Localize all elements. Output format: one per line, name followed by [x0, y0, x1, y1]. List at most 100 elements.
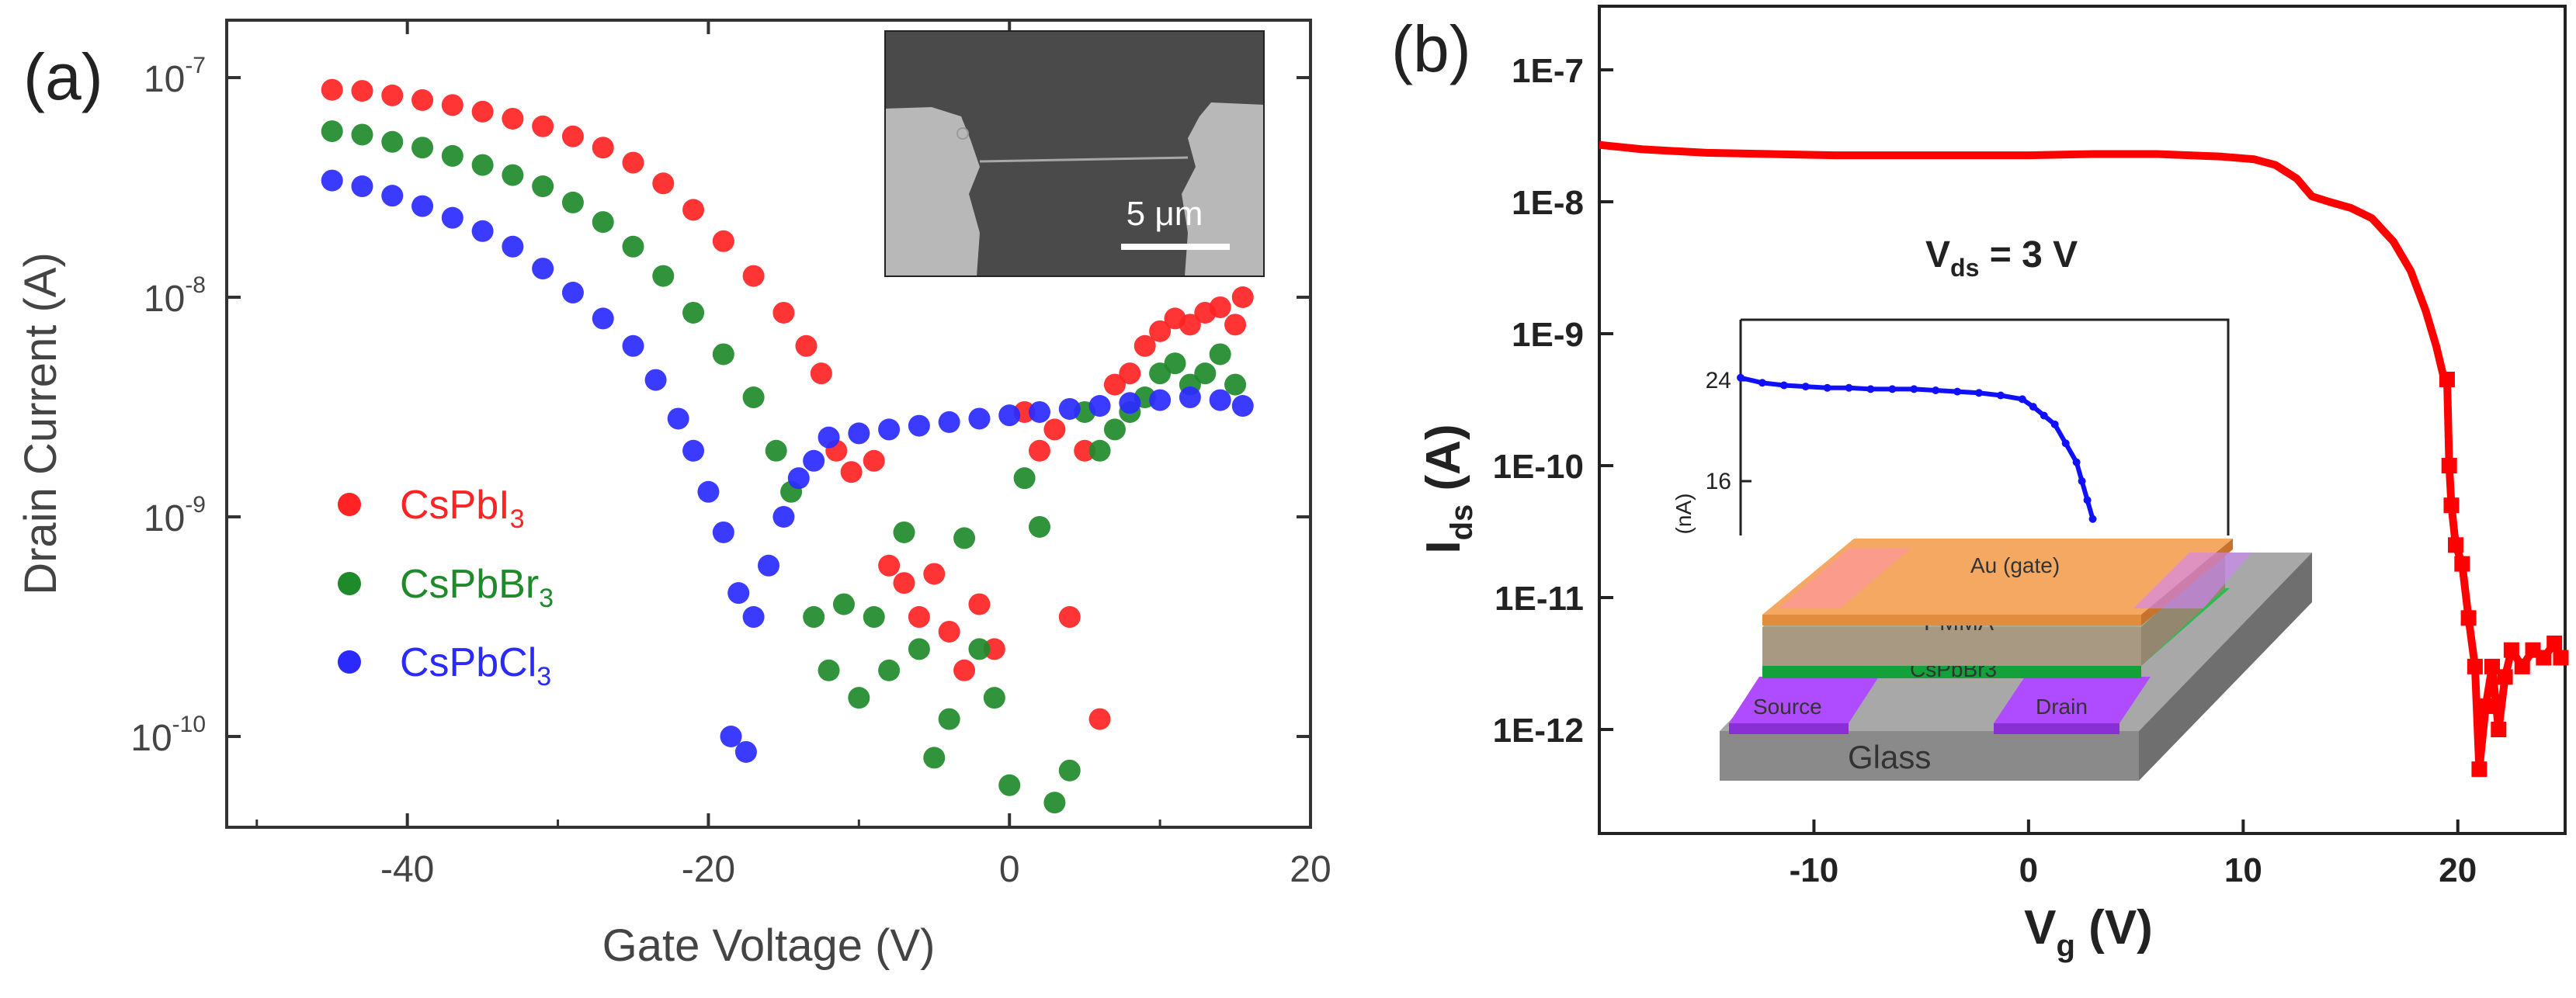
panel-a-x-axis-title: Gate Voltage (V) — [602, 920, 936, 971]
inset-point — [1953, 387, 1962, 396]
point-cspbbr3 — [742, 386, 765, 409]
point-cspbi3 — [1231, 286, 1254, 308]
inset-point — [2088, 515, 2097, 523]
legend-marker-cspbi3 — [338, 493, 361, 516]
point-cspbbr3 — [1013, 467, 1036, 490]
gate-overlap-highlight — [1778, 548, 1911, 608]
point-cspbi3 — [983, 638, 1005, 660]
point-cspbbr3 — [532, 175, 554, 198]
sem-image-frame — [884, 30, 1265, 277]
point-cspbi3 — [1058, 606, 1081, 629]
panel-a-ytick-label: 10-7 — [144, 53, 206, 100]
point-cspbbr3 — [592, 211, 614, 234]
panel-b-y-axis-title: Ids (A) — [1417, 424, 1479, 553]
point-cspbcl3 — [622, 334, 644, 357]
point-cspbcl3 — [667, 407, 689, 430]
point-cspbi3 — [953, 659, 976, 681]
point-cspbi3 — [682, 199, 705, 221]
point-cspbi3 — [411, 88, 434, 111]
point-cspbcl3 — [1209, 389, 1231, 411]
point-cspbbr3 — [908, 638, 930, 660]
panel-b-point — [2497, 669, 2513, 685]
panel-b-ytick-label: 1E-7 — [1512, 52, 1584, 90]
sem-left-contact — [885, 107, 980, 276]
point-cspbi3 — [1179, 314, 1201, 336]
point-cspbbr3 — [1029, 515, 1050, 538]
point-cspbcl3 — [734, 740, 757, 763]
point-cspbcl3 — [772, 506, 795, 528]
inset-point — [1823, 383, 1831, 392]
inset-point — [1866, 385, 1875, 393]
point-cspbi3 — [532, 115, 554, 137]
source-electrode-edge — [1729, 723, 1849, 734]
device-schematic: Glass Source Drain CsPbBr3 PMMA Au (gate… — [1720, 539, 2312, 781]
panel-b-point — [2477, 698, 2494, 715]
point-cspbcl3 — [878, 418, 901, 441]
point-cspbi3 — [321, 78, 343, 101]
point-cspbcl3 — [1088, 395, 1111, 418]
point-cspbcl3 — [727, 582, 750, 605]
sem-scale-label: 5 μm — [1127, 195, 1203, 233]
panel-b-point — [2443, 497, 2460, 514]
panel-a: (a) 10-7 10-8 10-9 10-10 -40 -20 0 20 Gate … — [16, 19, 1331, 971]
panel-a-xtick-label: -40 — [380, 849, 434, 890]
inset-point — [2050, 420, 2059, 428]
point-cspbi3 — [1074, 439, 1096, 462]
point-cspbbr3 — [712, 343, 734, 366]
panel-b-point — [2441, 458, 2457, 473]
point-cspbbr3 — [381, 130, 404, 153]
panel-a-ytick-label: 10-8 — [144, 272, 206, 320]
point-cspbi3 — [968, 593, 991, 615]
inset-ytick-label-16: 16 — [1706, 469, 1731, 494]
series-cspbcl3 — [321, 169, 1254, 763]
point-cspbi3 — [1043, 418, 1066, 441]
point-cspbi3 — [908, 606, 930, 629]
gate-label: Au (gate) — [1970, 553, 2060, 577]
point-cspbcl3 — [644, 369, 667, 391]
inset-point — [2029, 403, 2037, 411]
glass-label: Glass — [1848, 739, 1931, 775]
legend-label-cspbbr3: CsPbBr3 — [400, 562, 554, 613]
pmma-front-face — [1762, 627, 2141, 666]
panel-a-label: (a) — [23, 40, 103, 113]
point-cspbcl3 — [818, 426, 840, 449]
point-cspbcl3 — [1029, 400, 1050, 423]
panel-b-ticks — [1599, 68, 2460, 833]
point-cspbcl3 — [742, 606, 765, 629]
point-cspbbr3 — [765, 439, 787, 462]
point-cspbbr3 — [863, 606, 885, 629]
point-cspbcl3 — [682, 439, 705, 462]
point-cspbcl3 — [441, 206, 463, 229]
point-cspbcl3 — [938, 411, 960, 433]
point-cspbbr3 — [321, 120, 343, 143]
point-cspbi3 — [878, 554, 901, 577]
point-cspbi3 — [1134, 334, 1156, 357]
point-cspbbr3 — [923, 747, 946, 769]
point-cspbi3 — [1103, 373, 1126, 396]
point-cspbi3 — [652, 172, 675, 195]
inset-point — [1779, 381, 1788, 390]
panel-a-data-points — [321, 78, 1254, 814]
point-cspbcl3 — [1149, 389, 1172, 411]
panel-a-legend: CsPbI3 CsPbBr3 CsPbCl3 — [338, 483, 554, 691]
panel-b-point — [2471, 761, 2487, 778]
point-cspbi3 — [441, 94, 463, 116]
point-cspbi3 — [893, 572, 915, 594]
panel-b-point — [2448, 537, 2464, 553]
sem-inset: 5 μm — [884, 30, 1265, 277]
point-cspbi3 — [1088, 708, 1111, 730]
panel-b-point — [2439, 371, 2455, 387]
source-label: Source — [1753, 695, 1822, 719]
panel-b-point — [2454, 556, 2470, 572]
panel-a-y-axis-title: Drain Current (A) — [16, 252, 66, 595]
point-cspbbr3 — [938, 708, 960, 730]
point-cspbi3 — [1209, 296, 1231, 318]
point-cspbcl3 — [1119, 392, 1141, 414]
panel-a-ytick-label: 10-10 — [130, 712, 206, 759]
inset-series-line — [1740, 375, 2095, 520]
series-cspbbr3 — [321, 120, 1247, 814]
legend-marker-cspbcl3 — [338, 650, 361, 674]
inset-point — [1932, 386, 1940, 394]
